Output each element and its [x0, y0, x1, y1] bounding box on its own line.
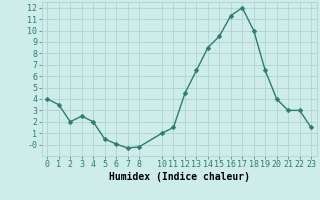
- X-axis label: Humidex (Indice chaleur): Humidex (Indice chaleur): [109, 172, 250, 182]
